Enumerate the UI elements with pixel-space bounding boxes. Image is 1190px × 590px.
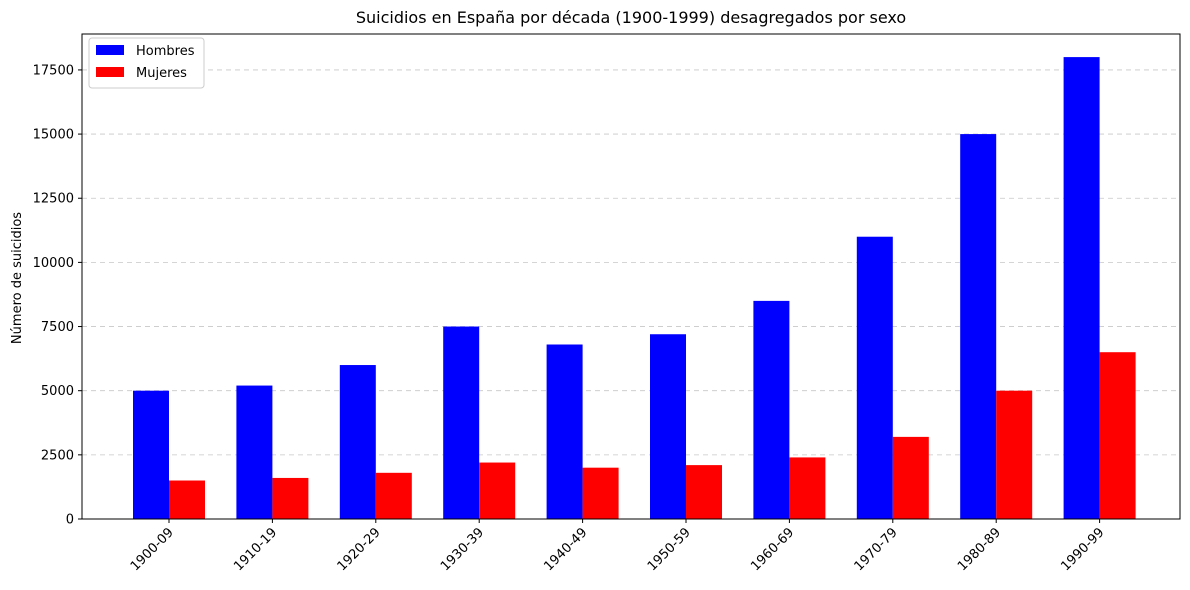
x-tick-label: 1940-49: [541, 525, 590, 574]
bar-mujeres-1950-59: [686, 465, 722, 519]
bar-mujeres-1940-49: [582, 467, 619, 519]
y-tick-label: 0: [66, 513, 74, 528]
y-axis-label: Número de suicidios: [10, 212, 25, 344]
bar-mujeres-1970-79: [892, 436, 929, 519]
plot-area-frame: [81, 33, 1181, 520]
bar-mujeres-1980-89: [996, 390, 1033, 519]
x-tick-label: 1960-69: [748, 525, 797, 574]
legend-swatch-hombres: [96, 45, 124, 55]
y-tick-label: 7500: [41, 320, 74, 335]
bar-mujeres-1920-29: [375, 472, 412, 519]
x-tick-label: 1900-09: [128, 525, 177, 574]
bar-hombres-1950-59: [650, 334, 686, 519]
bar-hombres-1970-79: [856, 236, 893, 520]
y-tick-label: 12500: [33, 192, 74, 207]
bar-mujeres-1990-99: [1099, 352, 1136, 519]
x-tick-label: 1920-29: [335, 525, 384, 574]
bar-mujeres-1900-09: [169, 480, 205, 519]
bar-hombres-1980-89: [960, 134, 997, 520]
y-tick-label: 2500: [41, 448, 74, 463]
bar-hombres-1960-69: [753, 300, 790, 519]
legend-label-hombres: Hombres: [136, 44, 195, 59]
y-tick-label: 15000: [33, 128, 74, 143]
bar-hombres-1920-29: [339, 365, 376, 519]
y-tick-label: 5000: [41, 384, 74, 399]
bars: [133, 57, 1136, 520]
x-tick-label: 1980-89: [955, 525, 1004, 574]
bar-mujeres-1960-69: [789, 457, 826, 519]
bar-hombres-1930-39: [443, 326, 480, 519]
y-tick-label: 10000: [33, 256, 74, 271]
legend-swatch-mujeres: [96, 67, 124, 77]
x-tick-label: 1990-99: [1058, 525, 1107, 574]
legend: Hombres Mujeres: [88, 37, 205, 89]
x-tick-label: 1910-19: [231, 525, 280, 574]
bar-hombres-1910-19: [236, 385, 273, 519]
y-tick-label: 17500: [33, 63, 74, 78]
bar-mujeres-1910-19: [272, 477, 309, 519]
bar-hombres-1900-09: [133, 390, 169, 519]
bar-hombres-1940-49: [546, 344, 583, 519]
bar-mujeres-1930-39: [479, 462, 516, 519]
legend-label-mujeres: Mujeres: [136, 66, 187, 81]
x-tick-label: 1950-59: [645, 525, 694, 574]
chart-title: Suicidios en España por década (1900-199…: [356, 8, 906, 27]
x-tick-label: 1930-39: [438, 525, 487, 574]
x-tick-label: 1970-79: [852, 525, 901, 574]
bar-hombres-1990-99: [1063, 57, 1100, 519]
